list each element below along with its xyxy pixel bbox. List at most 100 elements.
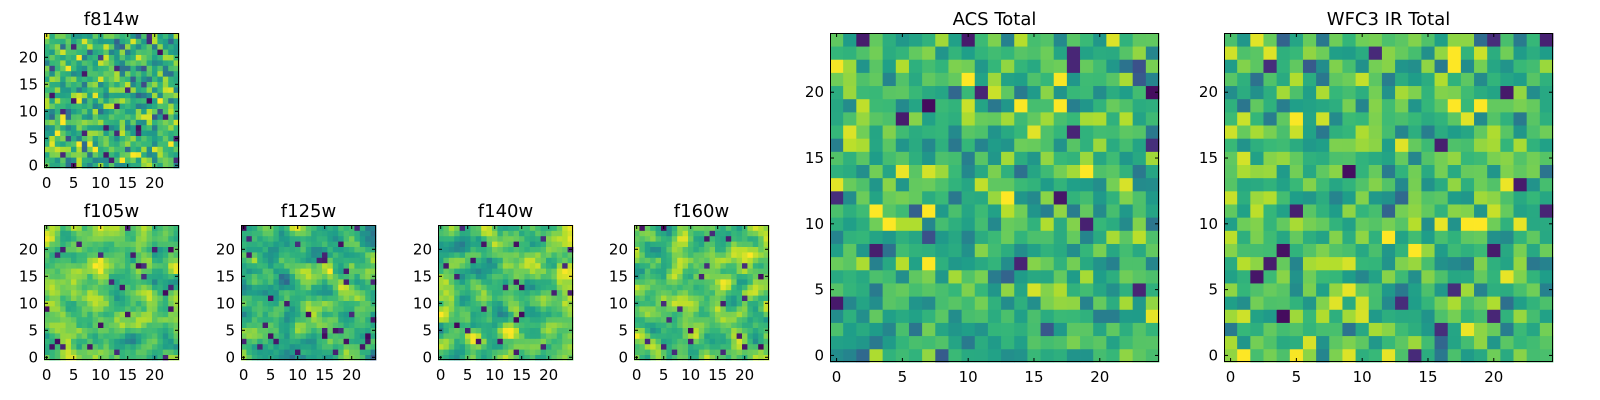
heatmap-cell <box>1237 269 1251 284</box>
heatmap-cell <box>246 235 253 242</box>
heatmap-cell <box>465 246 471 253</box>
heatmap-cell <box>497 354 504 361</box>
heatmap-cell <box>278 284 285 291</box>
heatmap-cell <box>1302 177 1317 192</box>
heatmap-cell <box>519 338 525 345</box>
heatmap-cell <box>1395 204 1409 218</box>
heatmap-cell <box>98 76 104 82</box>
heatmap-cell <box>278 279 285 285</box>
heatmap-cell <box>502 230 509 237</box>
heatmap-cell <box>1263 138 1278 152</box>
heatmap-cell <box>108 327 115 334</box>
heatmap-cell <box>961 177 976 192</box>
panel-title: f814w <box>84 9 139 30</box>
heatmap-cell <box>1053 256 1068 271</box>
y-tick-label: 15 <box>19 267 38 285</box>
heatmap-cell <box>655 306 662 312</box>
heatmap-cell <box>92 268 99 274</box>
heatmap-cell <box>103 103 110 109</box>
heatmap-cell <box>1368 33 1383 47</box>
x-tick-label: 10 <box>91 366 110 384</box>
heatmap-cell <box>1460 256 1475 271</box>
heatmap-cell <box>1460 204 1475 218</box>
heatmap-cell <box>935 296 949 310</box>
heatmap-cell <box>1014 98 1028 113</box>
heatmap-cell <box>666 322 673 328</box>
heatmap-cell <box>273 311 280 318</box>
heatmap-cell <box>1040 46 1055 60</box>
heatmap-cell <box>305 333 312 339</box>
heatmap-cell <box>448 333 455 339</box>
heatmap-cell <box>535 343 541 350</box>
heatmap-cell <box>682 322 689 328</box>
heatmap-cell <box>108 162 115 169</box>
heatmap-cell <box>92 279 99 285</box>
heatmap-cell <box>284 311 290 318</box>
heatmap-cell <box>508 246 514 253</box>
x-tick-label: 5 <box>463 366 473 384</box>
heatmap-cell <box>1355 230 1370 244</box>
heatmap-cell <box>305 316 312 323</box>
heatmap-cell <box>856 164 870 179</box>
heatmap-cell <box>725 306 732 312</box>
x-tick-label: 5 <box>266 366 276 384</box>
y-tick-label: 5 <box>1208 281 1218 299</box>
x-tick-label: 20 <box>1484 368 1503 386</box>
x-tick-label: 5 <box>659 366 669 384</box>
heatmap-cell <box>108 354 115 361</box>
heatmap-cell <box>338 322 344 328</box>
heatmap-cell <box>322 300 328 307</box>
heatmap-cell <box>1066 322 1081 337</box>
heatmap-cell <box>168 230 174 237</box>
heatmap-cell <box>650 289 656 296</box>
heatmap-cell <box>1500 125 1514 139</box>
heatmap-cell <box>666 333 673 339</box>
heatmap-cell <box>486 230 493 237</box>
heatmap-cell <box>108 333 115 339</box>
heatmap-cell <box>135 108 142 115</box>
heatmap-cell <box>688 327 694 334</box>
heatmap-cell <box>135 311 142 318</box>
heatmap-cell <box>71 38 77 45</box>
heatmap-cell <box>736 279 743 285</box>
heatmap-cell <box>1302 309 1317 323</box>
heatmap-cell <box>1421 335 1435 350</box>
heatmap-cell <box>152 65 158 72</box>
heatmap-cell <box>454 306 460 312</box>
heatmap-cell <box>1040 217 1055 231</box>
heatmap-cell <box>486 235 493 242</box>
heatmap-cell <box>1250 309 1264 323</box>
heatmap-cell <box>1053 46 1068 60</box>
heatmap-cell <box>562 235 568 242</box>
heatmap-cell <box>284 343 290 350</box>
heatmap-cell <box>1001 309 1015 323</box>
heatmap-cell <box>524 349 531 355</box>
heatmap-cell <box>168 306 174 312</box>
heatmap-cell <box>300 273 307 280</box>
heatmap-cell <box>103 354 110 361</box>
heatmap-cell <box>278 262 285 269</box>
heatmap-cell <box>1263 335 1278 350</box>
heatmap-cell <box>644 311 651 318</box>
heatmap-cell <box>92 295 99 301</box>
heatmap-cell <box>556 354 563 361</box>
heatmap-cell <box>141 289 147 296</box>
heatmap-cell <box>87 273 93 280</box>
heatmap-cell <box>1302 33 1317 47</box>
heatmap-cell <box>1224 335 1238 350</box>
heatmap-cell <box>671 333 678 339</box>
heatmap-cell <box>763 225 770 231</box>
heatmap-cell <box>65 225 72 231</box>
heatmap-cell <box>81 252 88 258</box>
heatmap-cell <box>720 327 727 334</box>
heatmap-cell <box>359 316 366 323</box>
heatmap-cell <box>948 72 962 87</box>
heatmap-cell <box>1329 335 1343 350</box>
heatmap-cell <box>1355 85 1370 100</box>
heatmap-cell <box>524 354 531 361</box>
heatmap-cell <box>736 268 743 274</box>
heatmap-cell <box>513 306 520 312</box>
heatmap-cell <box>103 70 110 77</box>
y-tick-label: 20 <box>609 240 628 258</box>
heatmap-cell <box>709 235 716 242</box>
